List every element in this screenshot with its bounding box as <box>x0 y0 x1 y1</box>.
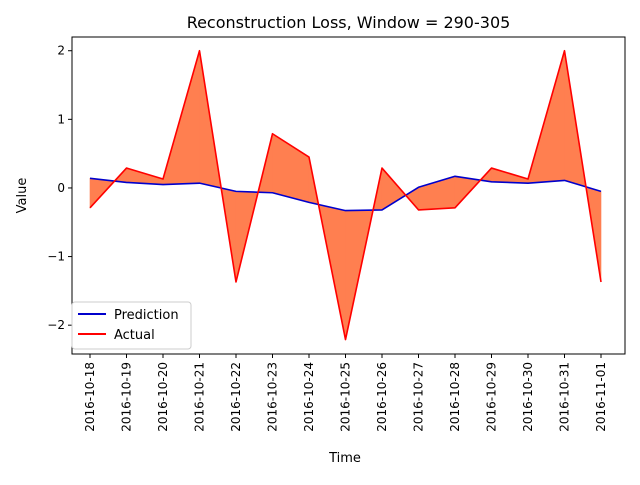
y-tick-label: 1 <box>57 112 65 126</box>
x-tick-label: 2016-10-26 <box>375 362 389 432</box>
x-tick-label: 2016-10-31 <box>558 362 572 432</box>
x-tick-label: 2016-10-24 <box>302 362 316 432</box>
x-tick-label: 2016-10-28 <box>448 362 462 432</box>
legend: Prediction Actual <box>72 302 191 349</box>
x-tick-label: 2016-10-22 <box>229 362 243 432</box>
y-axis-label: Value <box>15 178 30 214</box>
x-tick-label: 2016-10-29 <box>485 362 499 432</box>
x-tick-label: 2016-10-21 <box>193 362 207 432</box>
x-tick-label: 2016-10-30 <box>521 362 535 432</box>
x-tick-label: 2016-10-18 <box>83 362 97 432</box>
y-tick-label: −1 <box>47 250 65 264</box>
legend-actual-label: Actual <box>114 328 155 343</box>
x-tick-label: 2016-10-23 <box>266 362 280 432</box>
y-tick-label: −2 <box>47 318 65 332</box>
chart-title: Reconstruction Loss, Window = 290-305 <box>187 13 511 32</box>
y-tick-label: 2 <box>57 44 65 58</box>
legend-prediction-label: Prediction <box>114 308 179 323</box>
x-tick-label: 2016-10-27 <box>412 362 426 432</box>
x-tick-label: 2016-10-25 <box>339 362 353 432</box>
x-tick-label: 2016-11-01 <box>594 362 608 432</box>
x-tick-label: 2016-10-19 <box>120 362 134 432</box>
x-axis-label: Time <box>328 451 361 466</box>
y-tick-label: 0 <box>57 181 65 195</box>
x-axis-ticks: 2016-10-18 2016-10-19 2016-10-20 2016-10-21… <box>83 354 608 432</box>
x-tick-label: 2016-10-20 <box>156 362 170 432</box>
